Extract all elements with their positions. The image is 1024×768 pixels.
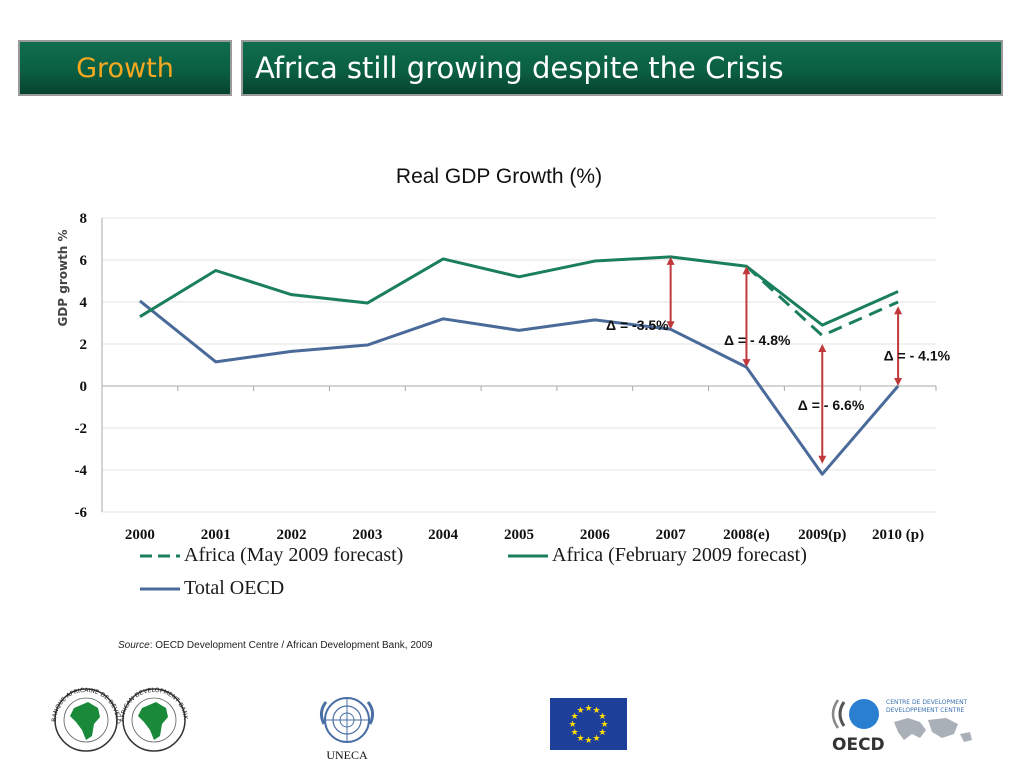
legend-label: Africa (May 2009 forecast) <box>184 544 404 566</box>
y-tick-label: -2 <box>75 421 88 437</box>
chart-title: Real GDP Growth (%) <box>396 165 602 188</box>
eu-star-icon: ★ <box>598 712 606 722</box>
x-tick-label: 2008(e) <box>723 527 770 543</box>
x-tick-label: 2007 <box>656 527 687 543</box>
legend-label: Total OECD <box>184 577 285 599</box>
eu-star-icon: ★ <box>568 720 576 730</box>
x-tick-label: 2004 <box>428 527 459 543</box>
africa-map-icon <box>70 702 100 740</box>
delta-label: Δ = - 4.1% <box>884 348 951 364</box>
delta-arrow-head-up <box>742 266 751 275</box>
x-tick-label: 2009(p) <box>798 527 846 543</box>
delta-label: Δ = - 4.8% <box>724 332 791 348</box>
eu-star-icon: ★ <box>576 706 584 716</box>
eu-star-icon: ★ <box>598 728 606 738</box>
delta-arrow-head-up <box>818 344 827 352</box>
uneca-label: UNECA <box>326 748 368 762</box>
section-tab: Growth <box>18 40 232 96</box>
axes <box>101 218 937 512</box>
afdb-logos: BANQUE AFRICAINE DE DEVELOPPEMENT AFRICA… <box>48 684 188 752</box>
y-tick-label: -4 <box>75 463 88 479</box>
eu-star-icon: ★ <box>571 712 579 722</box>
legend-label: Africa (February 2009 forecast) <box>552 544 807 566</box>
solid-line-swatch <box>508 554 548 557</box>
eu-star-icon: ★ <box>571 728 579 738</box>
delta-arrow-head-down <box>742 359 751 368</box>
series-lines <box>138 255 900 476</box>
world-map-icon <box>894 718 926 740</box>
eu-star-icon: ★ <box>584 704 592 714</box>
y-tick-label: 8 <box>80 211 88 227</box>
delta-arrow-head-down <box>666 321 675 330</box>
tick-labels: 8 6 4 2 0 -2 -4 -6 2000 2001 2002 2003 2004 2005 2006 2… <box>75 211 925 543</box>
delta-arrow-head-down <box>894 378 903 386</box>
legend-entry-oecd: Total OECD <box>140 577 284 600</box>
y-tick-label: 4 <box>80 295 88 311</box>
series-line-0 <box>745 265 899 338</box>
oecd-centre-line2: DEVELOPPEMENT CENTRE <box>886 707 965 714</box>
oecd-dev-centre-logo: OECD CENTRE DE DEVELOPMENT DEVELOPPEMENT… <box>831 699 972 755</box>
source-label: Source <box>118 640 150 651</box>
section-label: Growth <box>76 52 174 84</box>
legend-entry-africa-may: Africa (May 2009 forecast) <box>140 544 403 567</box>
gdp-growth-chart: Real GDP Growth (%) GDP growth % Δ = -3.… <box>56 165 951 543</box>
delta-label: Δ = - 6.6% <box>798 397 865 413</box>
eu-star-icon: ★ <box>592 734 600 744</box>
solid-line-swatch <box>140 587 180 590</box>
y-axis-label: GDP growth % <box>56 229 70 326</box>
delta-arrow-head-up <box>666 256 675 265</box>
series-line-2 <box>138 299 900 476</box>
dashed-line-swatch <box>140 554 180 557</box>
x-tick-label: 2002 <box>277 527 307 543</box>
eu-flag-icon: ★★★★★★★★★ ★ ★★ <box>550 698 627 750</box>
title-bar: Africa still growing despite the Crisis <box>241 40 1003 96</box>
x-tick-label: 2000 <box>125 527 155 543</box>
legend-entry-africa-feb: Africa (February 2009 forecast) <box>508 544 807 567</box>
delta-label: Δ = -3.5% <box>606 317 669 333</box>
source-note: Source: OECD Development Centre / Africa… <box>118 640 433 651</box>
africa-map-icon <box>138 702 168 740</box>
eu-star-icon: ★ <box>584 736 592 746</box>
eu-star-icon: ★ <box>576 734 584 744</box>
delta-arrow-head-up <box>894 306 903 315</box>
oecd-centre-line1: CENTRE DE DEVELOPMENT <box>886 699 968 706</box>
delta-arrow-head-down <box>818 455 827 464</box>
slide-title: Africa still growing despite the Crisis <box>255 51 784 85</box>
x-tick-label: 2005 <box>504 527 534 543</box>
x-tick-label: 2006 <box>580 527 611 543</box>
delta-annotations: Δ = -3.5% Δ = - 4.8% Δ = - 6.6% Δ = - 4.1% <box>606 256 951 464</box>
eu-star-icon: ★ <box>592 706 600 716</box>
x-tick-label: 2010 (p) <box>872 527 924 543</box>
oecd-label: OECD <box>832 735 885 755</box>
series-line-1 <box>139 255 899 327</box>
y-tick-label: 6 <box>80 253 88 269</box>
source-text: : OECD Development Centre / African Deve… <box>149 640 433 651</box>
eu-star-icon: ★ <box>600 720 608 730</box>
y-tick-label: -6 <box>75 505 88 521</box>
x-tick-label: 2003 <box>352 527 382 543</box>
y-tick-label: 0 <box>80 379 88 395</box>
x-tick-label: 2001 <box>201 527 231 543</box>
grid-lines <box>102 217 936 513</box>
un-emblem-icon <box>319 697 375 743</box>
y-tick-label: 2 <box>80 337 88 353</box>
